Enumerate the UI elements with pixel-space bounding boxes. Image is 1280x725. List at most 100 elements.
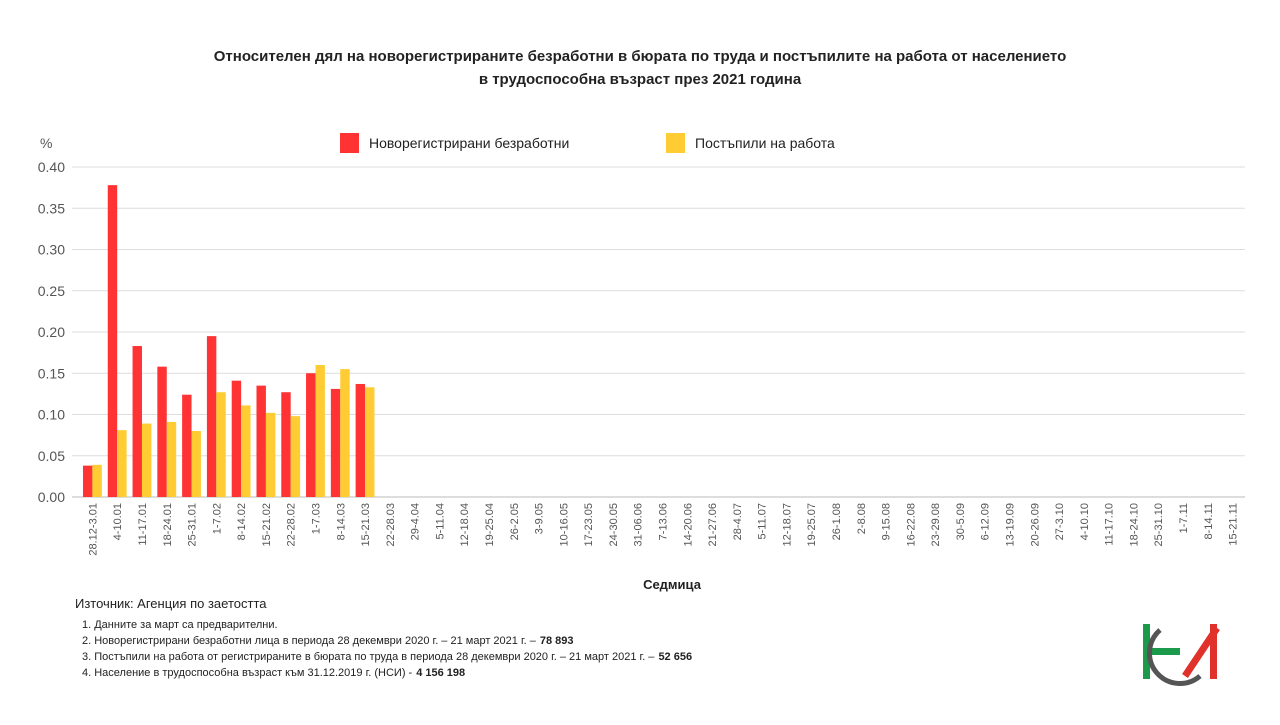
x-tick-label: 1-7.11 — [1178, 503, 1190, 533]
x-tick-label: 18-24.10 — [1128, 503, 1140, 546]
y-tick-label: 0.25 — [38, 283, 65, 299]
x-tick-label: 26-1.08 — [831, 503, 843, 540]
x-tick-label: 28.12-3.01 — [87, 503, 99, 556]
x-tick-label: 23-29.08 — [930, 503, 942, 546]
y-tick-label: 0.15 — [38, 365, 65, 381]
note-bold: 52 656 — [658, 651, 692, 663]
bar — [166, 421, 177, 497]
note-text: 3. Постъпили на работа от регистрираните… — [82, 651, 655, 663]
bar — [216, 392, 226, 497]
x-tick-label: 22-28.02 — [286, 503, 298, 546]
bar — [315, 365, 325, 497]
bar — [132, 346, 142, 497]
x-tick-label: 4-10.10 — [1079, 503, 1091, 540]
x-tick-label: 27-3.10 — [1054, 503, 1066, 540]
bar — [290, 416, 301, 497]
y-axis-label: % — [40, 135, 52, 151]
bar — [82, 465, 93, 497]
x-tick-label: 19-25.07 — [806, 503, 818, 546]
bar — [182, 394, 192, 497]
legend-label: Новорегистрирани безработни — [369, 135, 569, 151]
x-tick-label: 11-17.10 — [1104, 503, 1116, 546]
x-tick-label: 14-20.06 — [682, 503, 694, 546]
x-tick-label: 31-06.06 — [633, 503, 645, 546]
x-tick-label: 9-15.08 — [881, 503, 893, 540]
legend-label: Постъпили на работа — [695, 135, 835, 151]
legend-swatch — [340, 133, 359, 153]
x-tick-label: 29-4.04 — [410, 503, 422, 540]
x-tick-label: 2-8.08 — [856, 503, 868, 534]
bar — [206, 336, 217, 497]
x-tick-label: 5-11.04 — [434, 503, 446, 540]
chart-title: в трудоспособна възраст през 2021 година — [479, 71, 802, 88]
x-tick-label: 26-2.05 — [509, 503, 521, 540]
bar — [141, 423, 152, 497]
y-tick-label: 0.05 — [38, 448, 65, 464]
x-tick-label: 15-21.02 — [261, 503, 273, 546]
x-tick-label: 25-31.01 — [187, 503, 199, 546]
note: 1. Данните за март са предварителни. — [82, 619, 278, 631]
bar — [231, 380, 242, 497]
y-tick-label: 0.30 — [38, 242, 65, 258]
source: Източник: Агенция по заетостта — [75, 596, 267, 611]
x-tick-label: 8-14.03 — [335, 503, 347, 540]
bar — [117, 430, 127, 497]
bar — [157, 366, 167, 497]
x-tick-label: 12-18.04 — [459, 503, 471, 546]
note: 4. Население в трудоспособна възраст към… — [82, 667, 465, 679]
x-tick-label: 12-18.07 — [781, 503, 793, 546]
note: 2. Новорегистрирани безработни лица в пе… — [82, 635, 574, 647]
x-tick-label: 30-5.09 — [955, 503, 967, 540]
x-axis-label: Седмица — [643, 577, 702, 592]
y-tick-label: 0.20 — [38, 324, 65, 340]
x-tick-label: 15-21.11 — [1228, 503, 1240, 546]
x-tick-label: 18-24.01 — [162, 503, 174, 546]
note-bold: 4 156 198 — [416, 667, 465, 679]
x-tick-label: 16-22.08 — [905, 503, 917, 546]
x-tick-label: 1-7.03 — [310, 503, 322, 534]
legend-swatch — [666, 133, 685, 153]
x-tick-label: 24-30.05 — [608, 503, 620, 546]
bar — [191, 431, 201, 497]
x-tick-label: 17-23.05 — [583, 503, 595, 546]
bar — [365, 387, 375, 497]
y-tick-label: 0.00 — [38, 489, 65, 505]
note-text: 4. Население в трудоспособна възраст към… — [82, 667, 413, 679]
y-tick-label: 0.10 — [38, 407, 65, 423]
x-tick-label: 7-13.06 — [658, 503, 670, 540]
bar — [281, 392, 291, 497]
note-text: 2. Новорегистрирани безработни лица в пе… — [82, 635, 537, 647]
y-tick-label: 0.35 — [38, 200, 65, 216]
logo — [1143, 624, 1220, 686]
x-tick-label: 21-27.06 — [707, 503, 719, 546]
x-tick-label: 6-12.09 — [980, 503, 992, 540]
bar — [265, 412, 276, 497]
note-text: 1. Данните за март са предварителни. — [82, 619, 278, 631]
x-tick-label: 10-16.05 — [558, 503, 570, 546]
bar — [241, 405, 251, 497]
x-tick-label: 8-14.02 — [236, 503, 248, 540]
note: 3. Постъпили на работа от регистрираните… — [82, 651, 692, 663]
chart-title: Относителен дял на новорегистрираните бе… — [214, 48, 1066, 65]
x-tick-label: 22-28.03 — [385, 503, 397, 546]
x-tick-label: 19-25.04 — [484, 503, 496, 546]
x-tick-label: 1-7.02 — [211, 503, 223, 534]
x-tick-label: 25-31.10 — [1153, 503, 1165, 546]
x-tick-label: 5-11.07 — [757, 503, 769, 540]
bar — [330, 388, 341, 497]
x-tick-label: 8-14.11 — [1203, 503, 1215, 540]
x-tick-label: 28-4.07 — [732, 503, 744, 540]
y-tick-label: 0.40 — [38, 159, 65, 175]
x-tick-label: 15-21.03 — [360, 503, 372, 546]
x-tick-label: 3-9.05 — [534, 503, 546, 534]
bar — [107, 185, 118, 497]
x-tick-label: 11-17.01 — [137, 503, 149, 546]
bar — [340, 369, 350, 497]
bar — [355, 383, 366, 497]
x-tick-label: 20-26.09 — [1029, 503, 1041, 546]
x-tick-label: 4-10.01 — [112, 503, 124, 540]
bar — [256, 385, 266, 497]
bar — [92, 464, 102, 497]
